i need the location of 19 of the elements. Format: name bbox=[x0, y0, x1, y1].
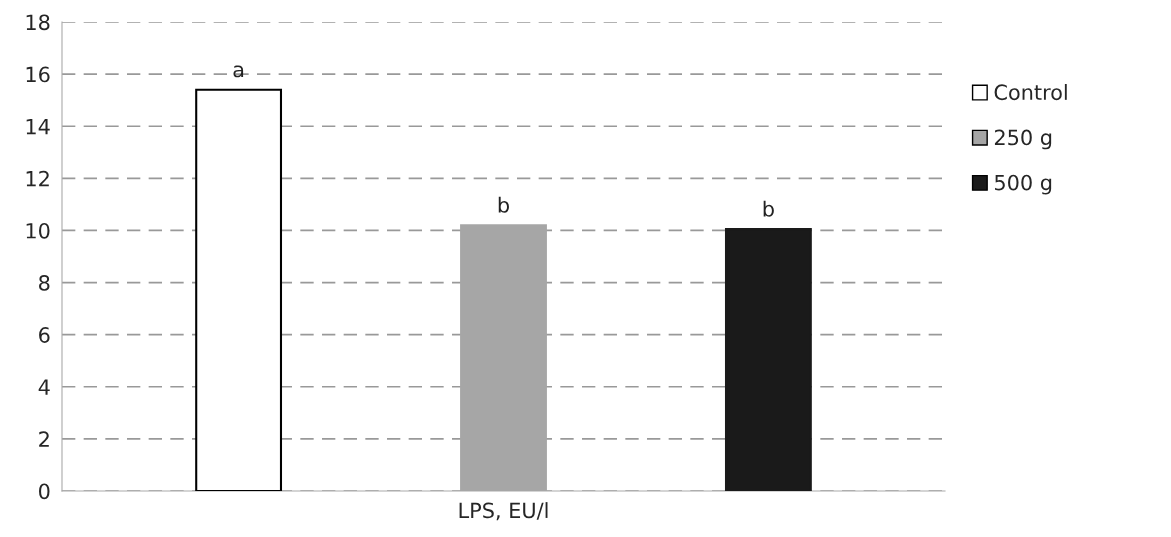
bar bbox=[724, 228, 812, 491]
y-tick-label: 14 bbox=[26, 118, 50, 135]
y-tick-label: 8 bbox=[39, 275, 50, 291]
legend-label: 500 g bbox=[995, 174, 1052, 195]
data-label: b bbox=[763, 200, 774, 217]
y-tick-label: 6 bbox=[39, 327, 50, 343]
y-tick-label: 4 bbox=[38, 379, 50, 395]
legend-label: Control bbox=[994, 84, 1067, 101]
y-tick-label: 18 bbox=[26, 14, 50, 31]
y-tick-label: 16 bbox=[26, 66, 50, 83]
y-tick-label: 0 bbox=[39, 483, 50, 500]
legend-label: 250 g bbox=[994, 129, 1052, 150]
y-tick-label: 12 bbox=[26, 170, 49, 187]
y-tick-label: 10 bbox=[26, 222, 50, 239]
data-label: a bbox=[233, 65, 244, 78]
y-tick-label: 2 bbox=[39, 431, 49, 447]
bar bbox=[195, 88, 283, 491]
data-label: b bbox=[498, 196, 509, 213]
x-tick-label: LPS, EU/l bbox=[459, 502, 548, 521]
